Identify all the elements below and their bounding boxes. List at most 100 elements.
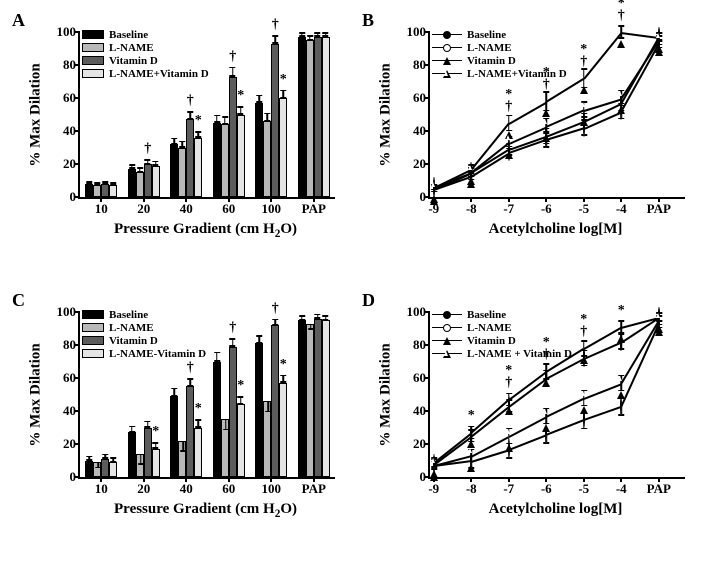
ytick: 40 <box>63 403 80 419</box>
ytick: 20 <box>413 156 430 172</box>
line-segment <box>471 406 510 437</box>
legend: BaselineL-NAMEVitamin DL-NAME+Vitamin D <box>432 28 567 80</box>
xtick: 20 <box>137 477 150 497</box>
panel-label: D <box>362 290 375 311</box>
xtick: -6 <box>541 477 552 497</box>
x-axis-label: Acetylcholine log[M] <box>489 501 623 518</box>
bar <box>306 40 314 197</box>
line-segment <box>546 398 584 418</box>
xtick: PAP <box>302 197 326 217</box>
legend: BaselineL-NAMEVitamin DL-NAME+Vitamin D <box>82 28 209 80</box>
legend-label: L-NAME+Vitamin D <box>467 68 567 80</box>
line-segment <box>508 378 547 407</box>
significance-marker: * <box>152 424 159 440</box>
data-point <box>580 389 588 407</box>
bar <box>144 164 152 197</box>
legend-label: Vitamin D <box>467 55 516 67</box>
data-point <box>505 427 513 445</box>
data-point <box>505 114 513 132</box>
xtick: 40 <box>180 197 193 217</box>
figure: { "colors":{"black":"#000000","grey":"#b… <box>0 0 718 571</box>
bar <box>229 77 237 197</box>
x-axis-label: Acetylcholine log[M] <box>489 221 623 238</box>
xtick: 60 <box>222 197 235 217</box>
panel-D: D020406080100-9-8-7-6-5-4PAP*†*†*†**% Ma… <box>360 290 710 550</box>
ytick: 20 <box>63 436 80 452</box>
xtick: 40 <box>180 477 193 497</box>
significance-marker: † <box>272 17 279 33</box>
significance-marker: * <box>468 408 475 424</box>
data-point <box>467 423 475 441</box>
bar <box>136 454 144 477</box>
legend-label: L-NAME <box>467 322 512 334</box>
line-segment <box>621 32 659 39</box>
legend-label: L-NAME-Vitamin D <box>109 348 206 360</box>
line-segment <box>471 449 509 462</box>
xtick: -4 <box>616 197 627 217</box>
legend-label: Vitamin D <box>467 335 516 347</box>
bar <box>213 362 221 478</box>
significance-marker: * <box>237 378 244 394</box>
data-point <box>505 134 513 152</box>
xtick: 20 <box>137 197 150 217</box>
panel-A: A02040608010010204060100PAP††*†*†*% Max … <box>10 10 360 270</box>
significance-marker: * <box>505 87 512 103</box>
xtick: 100 <box>262 197 282 217</box>
bar <box>170 396 178 477</box>
line-segment <box>508 136 546 151</box>
bar <box>221 419 229 477</box>
significance-marker: * <box>237 88 244 104</box>
bar <box>298 320 306 477</box>
bar <box>93 185 101 197</box>
bar <box>109 462 117 477</box>
bar <box>322 37 330 197</box>
data-point <box>542 92 550 110</box>
xtick: -6 <box>541 197 552 217</box>
significance-marker: * <box>195 401 202 417</box>
data-point <box>505 390 513 408</box>
xtick: 10 <box>95 197 108 217</box>
ytick: 60 <box>63 90 80 106</box>
significance-marker: † <box>272 301 279 317</box>
xtick: PAP <box>647 197 671 217</box>
data-point <box>467 163 475 181</box>
data-point <box>617 89 625 107</box>
data-point <box>430 456 438 474</box>
legend-label: L-NAME + Vitamin D <box>467 348 572 360</box>
bar <box>85 461 93 478</box>
panel-B: B020406080100-9-8-7-6-5-4PAP†*†*†*†*% Ma… <box>360 10 710 270</box>
ytick: 60 <box>63 370 80 386</box>
line-segment <box>546 419 584 435</box>
line-segment <box>508 101 546 124</box>
bar <box>263 121 271 197</box>
legend-label: L-NAME <box>109 322 154 334</box>
ytick: 40 <box>413 123 430 139</box>
line-segment <box>546 110 584 128</box>
ytick: 40 <box>413 403 430 419</box>
panel-label: C <box>12 290 25 311</box>
bar <box>314 37 322 197</box>
legend-label: Baseline <box>109 29 148 41</box>
bar <box>279 98 287 197</box>
bar <box>322 320 330 477</box>
bar <box>221 124 229 197</box>
bar <box>255 103 263 197</box>
xtick: -7 <box>503 477 514 497</box>
bar <box>194 428 202 478</box>
bar <box>298 37 306 197</box>
legend-label: Baseline <box>467 29 506 41</box>
significance-marker: * <box>195 113 202 129</box>
xtick: 10 <box>95 477 108 497</box>
line-segment <box>546 78 584 103</box>
significance-marker: † <box>187 360 194 376</box>
line-segment <box>583 406 621 421</box>
bar <box>263 401 271 477</box>
xtick: PAP <box>647 477 671 497</box>
bar <box>93 462 101 477</box>
xtick: -5 <box>578 477 589 497</box>
bar <box>85 184 93 197</box>
data-point <box>617 374 625 392</box>
panel-label: A <box>12 10 25 31</box>
bar <box>101 184 109 197</box>
significance-marker: * <box>280 72 287 88</box>
